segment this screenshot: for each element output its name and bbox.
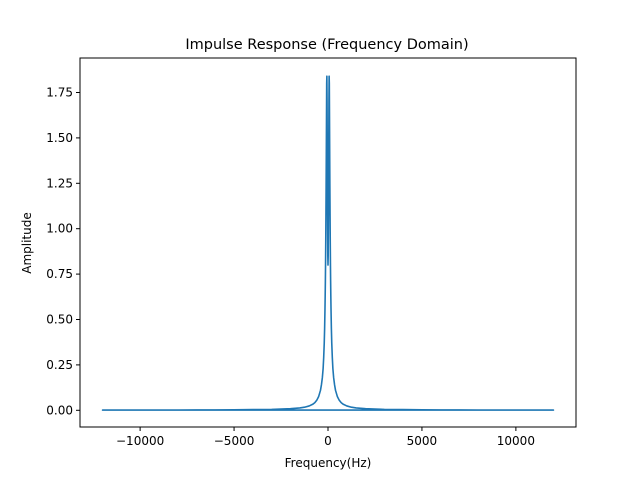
plot-area: [79, 57, 577, 428]
y-tick-label: 1.00: [46, 222, 73, 236]
x-axis: −10000 −5000 0 5000 10000: [116, 427, 535, 448]
x-tick-label: −5000: [214, 434, 255, 448]
y-tick-label: 1.50: [46, 131, 73, 145]
x-axis-label: Frequency(Hz): [285, 456, 372, 470]
x-tick-label: 5000: [407, 434, 438, 448]
y-tick-label: 1.25: [46, 176, 73, 190]
x-tick-label: −10000: [116, 434, 164, 448]
x-tick-label: 10000: [497, 434, 535, 448]
series-layer: [101, 75, 555, 411]
y-tick-label: 0.75: [46, 267, 73, 281]
y-axis-label: Amplitude: [20, 212, 34, 274]
y-tick-label: 1.75: [46, 86, 73, 100]
chart-title: Impulse Response (Frequency Domain): [185, 37, 468, 53]
y-tick-label: 0.50: [46, 312, 73, 326]
y-axis: 0.00 0.25 0.50 0.75 1.00 1.25 1.50 1.75: [46, 86, 80, 417]
x-tick-label: 0: [324, 434, 332, 448]
y-tick-label: 0.25: [46, 358, 73, 372]
series-line: [101, 75, 555, 411]
y-tick-label: 0.00: [46, 403, 73, 417]
